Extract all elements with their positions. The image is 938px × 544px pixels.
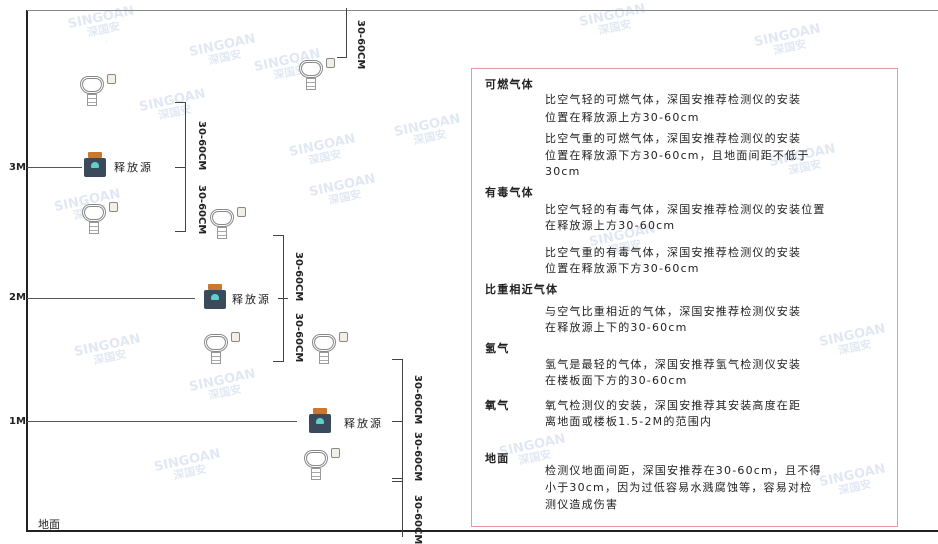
text-line: 在释放源上下的30-60cm (545, 321, 688, 334)
text-line: 检测仪地面间距，深国安推荐在30-60cm，且不得 (545, 464, 822, 477)
dimension-label: 30-60CM (293, 313, 304, 363)
text-line: 位置在释放源下方30-60cm，且地面间距不低于 (545, 149, 810, 162)
text-line: 30cm (545, 165, 581, 178)
gas-detector-icon (302, 448, 344, 482)
text-line: 在释放源上方30-60cm (545, 219, 676, 232)
section-title-combustible: 可燃气体 (485, 78, 534, 91)
dimension-label: 30-60CM (196, 185, 207, 235)
text-line: 小于30cm，因为过低容易水溅腐蚀等，容易对检 (545, 481, 813, 494)
gas-detector-icon (208, 207, 250, 241)
section-title-hydrogen: 氢气 (485, 342, 510, 355)
section-title-toxic: 有毒气体 (485, 186, 534, 199)
level-1m-label: 1M (9, 416, 26, 427)
dimension-label: 30-60CM (412, 375, 423, 425)
gas-detector-icon (78, 74, 120, 108)
gas-detector-icon (297, 58, 339, 92)
text-line: 位置在释放源上方30-60cm (545, 111, 700, 124)
gas-detector-icon (202, 332, 244, 366)
text-line: 氧气检测仪的安装，深国安推荐其安装高度在距 (545, 399, 802, 412)
dimension-label: 30-60CM (412, 495, 423, 544)
ground-label: 地面 (38, 518, 60, 531)
text-line: 比空气轻的有毒气体，深国安推荐检测仪的安装位置 (545, 203, 826, 216)
dimension-label: 30-60CM (293, 252, 304, 302)
release-source-icon (307, 408, 333, 434)
ceiling-line (27, 10, 938, 11)
text-line: 与空气比重相近的气体，深国安推荐检测仪安装 (545, 305, 802, 318)
level-3m-line (27, 167, 82, 168)
dimension-label: 30-60CM (412, 432, 423, 482)
dimension-label: 30-60CM (196, 121, 207, 171)
level-3m-label: 3M (9, 162, 26, 173)
watermark: SINGOAN 深国安. (66, 3, 136, 45)
section-title-oxygen: 氧气 (485, 399, 510, 412)
gas-detector-icon (310, 332, 352, 366)
release-source-label: 释放源 (344, 417, 383, 430)
section-title-similar: 比重相近气体 (485, 283, 559, 296)
text-line: 测仪造成伤害 (545, 498, 619, 511)
text-line: 比空气重的有毒气体，深国安推荐检测仪的安装 (545, 246, 802, 259)
installation-guide-box (471, 68, 898, 527)
text-line: 位置在释放源下方30-60cm (545, 262, 700, 275)
level-2m-line (27, 298, 195, 299)
floor-line (27, 530, 938, 532)
gas-detector-icon (80, 202, 122, 236)
text-line: 氢气是最轻的气体，深国安推荐氢气检测仪安装 (545, 358, 802, 371)
release-source-label: 释放源 (114, 161, 153, 174)
text-line: 在楼板面下方的30-60cm (545, 374, 688, 387)
level-1m-line (27, 421, 297, 422)
dimension-label: 30-60CM (355, 20, 366, 70)
wall-line (26, 10, 28, 532)
release-source-icon (202, 284, 228, 310)
text-line: 比空气重的可燃气体，深国安推荐检测仪的安装 (545, 132, 802, 145)
text-line: 离地面或楼板1.5-2M的范围内 (545, 415, 713, 428)
text-line: 比空气轻的可燃气体，深国安推荐检测仪的安装 (545, 93, 802, 106)
level-2m-label: 2M (9, 292, 26, 303)
release-source-label: 释放源 (232, 293, 271, 306)
section-title-ground: 地面 (485, 452, 510, 465)
release-source-icon (82, 152, 108, 178)
